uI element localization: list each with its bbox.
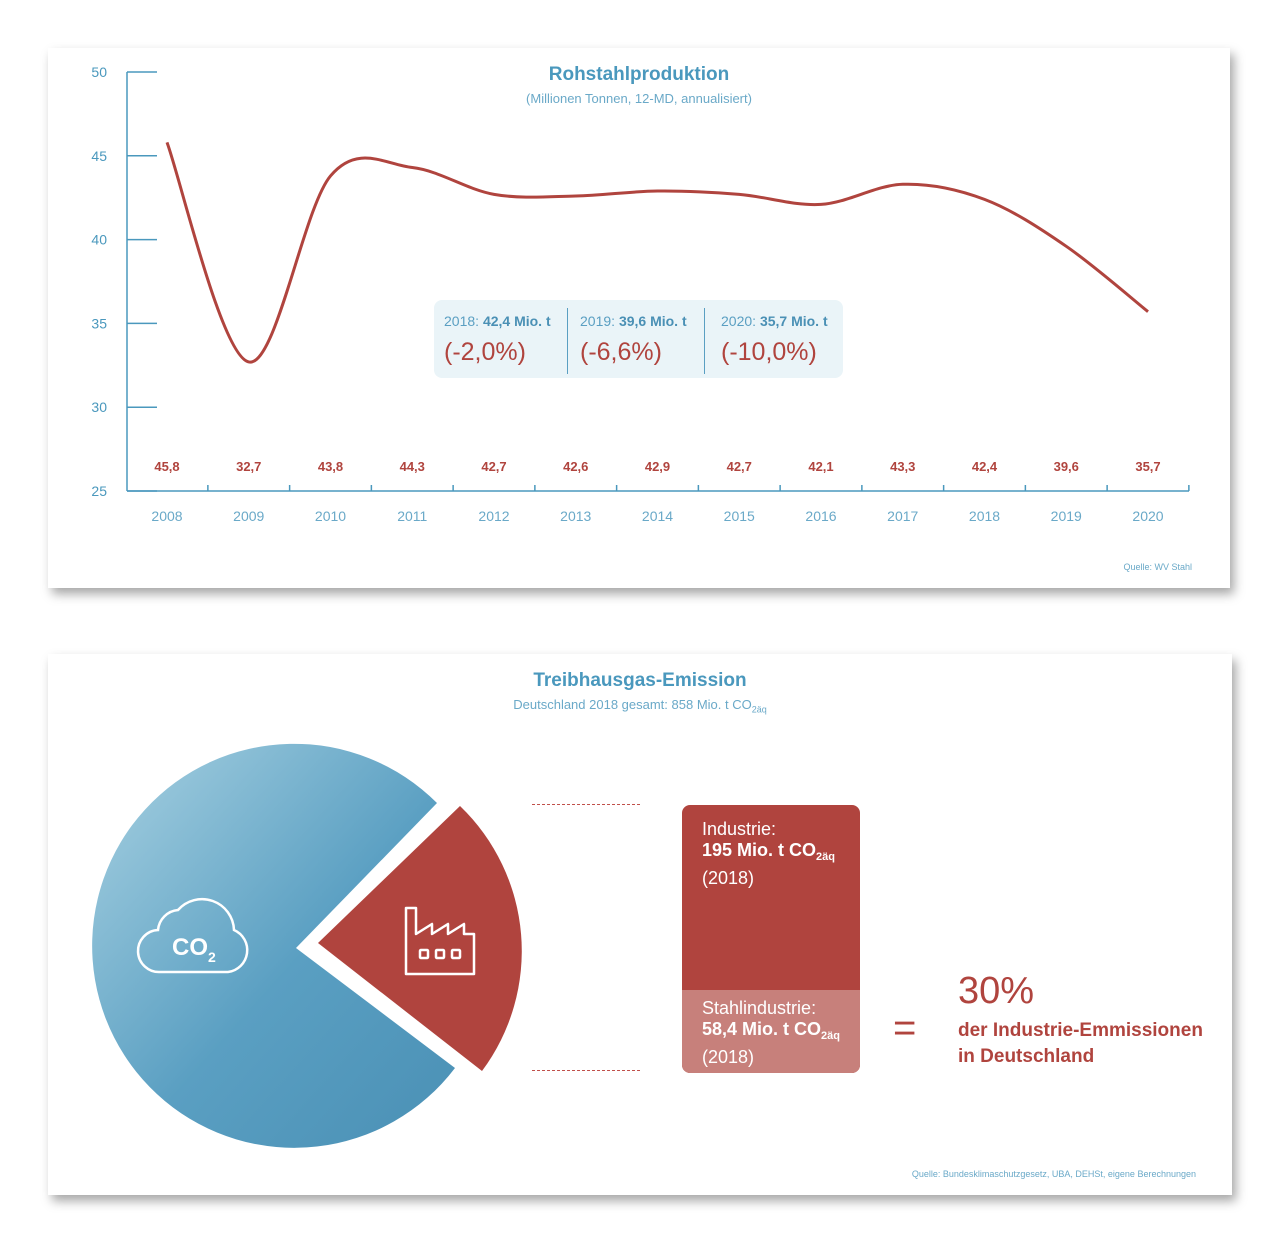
callout-year-value: 2020: 35,7 Mio. t <box>721 313 828 329</box>
callout-change: (-6,6%) <box>580 338 662 366</box>
industry-text: Industrie: 195 Mio. t CO2äq (2018) <box>702 819 835 888</box>
steel-industry-segment: Stahlindustrie: 58,4 Mio. t CO2äq (2018) <box>682 990 860 1073</box>
callout-2020: 2020: 35,7 Mio. t (-10,0%) <box>705 300 843 378</box>
emissions-card: Treibhausgas-Emission Deutschland 2018 g… <box>48 654 1232 1195</box>
steel-industry-text: Stahlindustrie: 58,4 Mio. t CO2äq (2018) <box>702 998 840 1067</box>
industry-box: Industrie: 195 Mio. t CO2äq (2018) Stahl… <box>682 805 860 1073</box>
percent-value: 30% <box>958 970 1035 1012</box>
callout-2019: 2019: 39,6 Mio. t (-6,6%) <box>568 300 704 378</box>
chart-title: Rohstahlproduktion <box>548 64 730 85</box>
recent-years-callout: 2018: 42,4 Mio. t (-2,0%) 2019: 39,6 Mio… <box>434 300 843 378</box>
equals-sign: = <box>893 1006 917 1050</box>
callout-year-value: 2018: 42,4 Mio. t <box>444 313 551 329</box>
emissions-subtitle: Deutschland 2018 gesamt: 858 Mio. t CO2ä… <box>513 697 767 715</box>
percent-description: der Industrie-Emmissionen in Deutschland <box>958 1020 1203 1067</box>
chart-source: Quelle: WV Stahl <box>1123 562 1192 572</box>
chart-subtitle: (Millionen Tonnen, 12-MD, annualisiert) <box>526 91 752 106</box>
callout-change: (-10,0%) <box>721 338 817 366</box>
callout-2018: 2018: 42,4 Mio. t (-2,0%) <box>434 300 567 378</box>
callout-divider <box>704 308 705 374</box>
connector-line-bottom <box>532 1070 640 1071</box>
emissions-title: Treibhausgas-Emission <box>533 670 747 691</box>
callout-change: (-2,0%) <box>444 338 526 366</box>
callout-year-value: 2019: 39,6 Mio. t <box>580 313 687 329</box>
connector-line-top <box>532 804 640 805</box>
callout-divider <box>567 308 568 374</box>
emissions-source: Quelle: Bundesklimaschutzgesetz, UBA, DE… <box>911 1169 1196 1179</box>
